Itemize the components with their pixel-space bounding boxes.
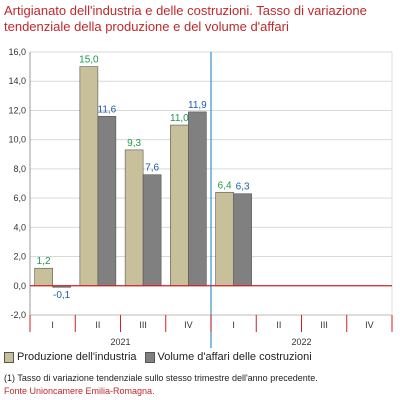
data-label-production: 9,3 bbox=[127, 138, 141, 149]
bar-volume bbox=[142, 174, 162, 287]
bar-chart: -2,0 0,0 2,0 4,0 6,0 8,0 10,0 12,0 14,0 16,0 1,2 15… bbox=[8, 47, 393, 348]
legend-label-volume: Volume d'affari delle costruzioni bbox=[157, 351, 312, 363]
y-tick-label: 12,0 bbox=[8, 105, 26, 115]
data-label-volume: -0,1 bbox=[53, 290, 71, 301]
x-tick-label: I bbox=[51, 320, 54, 330]
y-tick-label: 16,0 bbox=[8, 47, 26, 57]
y-tick-label: -2,0 bbox=[10, 310, 26, 320]
y-tick-label: 6,0 bbox=[13, 193, 26, 203]
y-tick-label: 0,0 bbox=[13, 281, 26, 291]
data-label-volume: 11,9 bbox=[188, 100, 207, 111]
footnote: (1) Tasso di variazione tendenziale sull… bbox=[4, 373, 318, 383]
data-label-volume: 11,6 bbox=[98, 104, 117, 115]
legend: Produzione dell'industria Volume d'affar… bbox=[4, 351, 320, 363]
bar-volume bbox=[233, 193, 252, 287]
bar-volume bbox=[97, 115, 117, 287]
data-label-production: 15,0 bbox=[79, 55, 99, 66]
data-label-volume: 6,3 bbox=[236, 182, 250, 193]
bar-production bbox=[34, 267, 53, 287]
x-tick-label: IV bbox=[184, 320, 193, 330]
bar-production bbox=[79, 66, 99, 287]
x-tick-label: II bbox=[276, 320, 281, 330]
x-tick-label: I bbox=[232, 320, 235, 330]
data-label-production: 11,0 bbox=[170, 113, 189, 124]
chart-title: Artigianato dell'industria e delle costr… bbox=[4, 3, 367, 34]
source-note: Fonte Unioncamere Emilia-Romagna. bbox=[4, 386, 155, 396]
year-label: 2021 bbox=[110, 337, 130, 347]
x-tick-label: IV bbox=[365, 320, 374, 330]
data-label-production: 6,4 bbox=[218, 180, 232, 191]
bar-production bbox=[170, 124, 189, 287]
y-tick-label: 2,0 bbox=[13, 252, 26, 262]
y-tick-label: 10,0 bbox=[8, 135, 26, 145]
bar-production bbox=[124, 149, 144, 287]
y-tick-label: 8,0 bbox=[13, 164, 26, 174]
y-tick-label: 4,0 bbox=[13, 222, 26, 232]
x-tick-label: II bbox=[95, 320, 100, 330]
legend-item-volume: Volume d'affari delle costruzioni bbox=[144, 351, 312, 363]
legend-swatch-production bbox=[4, 351, 14, 363]
data-label-production: 1,2 bbox=[37, 256, 51, 267]
y-tick-label: 14,0 bbox=[8, 76, 26, 86]
x-tick-label: III bbox=[320, 320, 328, 330]
legend-swatch-volume bbox=[144, 351, 155, 363]
x-tick-label: III bbox=[139, 320, 147, 330]
legend-item-production: Produzione dell'industria bbox=[4, 351, 137, 363]
legend-label-production: Produzione dell'industria bbox=[17, 351, 137, 363]
bar-volume bbox=[188, 111, 207, 287]
data-label-volume: 7,6 bbox=[145, 163, 159, 174]
bar-production bbox=[215, 191, 234, 287]
year-label: 2022 bbox=[291, 337, 311, 347]
